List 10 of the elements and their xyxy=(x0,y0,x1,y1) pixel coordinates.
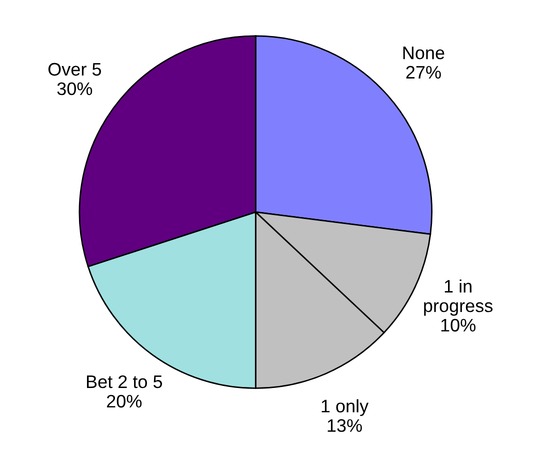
slice-label: None xyxy=(403,46,444,60)
data-label: 30% xyxy=(57,82,92,96)
data-label: 10% xyxy=(441,318,476,332)
slice-label: 1 only xyxy=(322,399,369,416)
slice-label: Bet 2 to 5 xyxy=(86,375,162,388)
data-label: 20% xyxy=(106,394,142,408)
data-label: 13% xyxy=(328,419,362,432)
slice-label: 1 in progress xyxy=(424,279,493,316)
slice-label: Over 5 xyxy=(48,62,101,76)
data-label: 27% xyxy=(406,66,441,79)
